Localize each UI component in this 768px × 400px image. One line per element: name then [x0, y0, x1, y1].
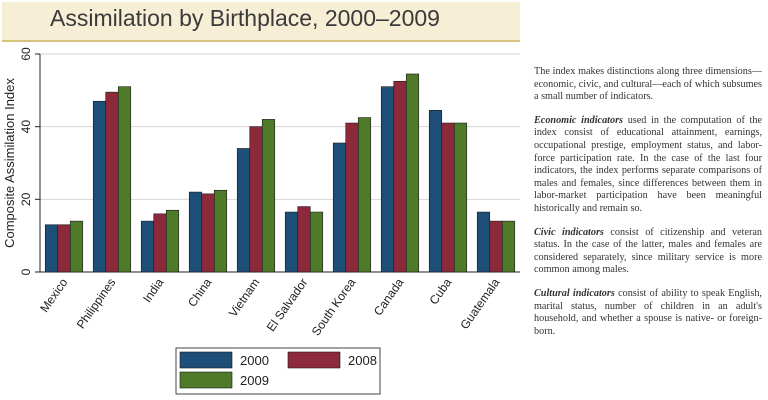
x-tick-label: India: [140, 275, 167, 305]
economic-lead: Economic indicators: [534, 114, 624, 126]
bar: [261, 119, 276, 273]
chart-title: Assimilation by Birthplace, 2000–2009: [50, 5, 440, 31]
bar: [476, 211, 491, 273]
bar: [213, 189, 228, 273]
x-tick-label: El Salvador: [264, 276, 311, 334]
x-tick-label: Cuba: [427, 275, 455, 307]
bar: [393, 80, 407, 273]
bar: [284, 211, 299, 273]
bar: [332, 142, 347, 273]
civic-lead: Civic indicators: [534, 226, 604, 238]
x-tick-label: Guatemala: [457, 275, 502, 331]
y-axis-label: Composite Assimilation Index: [2, 78, 17, 248]
economic-body: used in the computation of the index con…: [534, 114, 762, 214]
x-tick-label: Canada: [371, 275, 407, 318]
bar: [69, 220, 84, 273]
bar: [453, 122, 468, 273]
legend-label: 2009: [240, 373, 269, 388]
cultural-paragraph: Cultural indicators consist of ability t…: [534, 288, 762, 338]
bar: [92, 100, 107, 273]
x-tick-label: Mexico: [37, 275, 70, 314]
cultural-body: consist of ability to speak English, mar…: [534, 287, 762, 337]
bar: [153, 213, 167, 273]
bar: [501, 220, 516, 273]
y-tick-label: 60: [19, 47, 33, 61]
bar: [105, 91, 119, 273]
x-tick-label: Vietnam: [226, 276, 263, 320]
y-tick-label: 40: [19, 120, 33, 134]
cultural-lead: Cultural indicators: [534, 287, 615, 299]
x-tick-label: China: [185, 275, 215, 309]
legend-label: 2000: [240, 353, 269, 368]
y-tick-label: 20: [19, 192, 33, 206]
bar: [380, 86, 395, 273]
bar: [405, 73, 420, 273]
bar: [249, 126, 263, 273]
bar: [441, 122, 455, 273]
civic-paragraph: Civic indicators consist of citizenship …: [534, 227, 762, 277]
legend-label: 2008: [348, 353, 377, 368]
bar: [357, 117, 372, 273]
civic-body: consist of citizenship and veteran statu…: [534, 226, 762, 276]
bar: [140, 220, 155, 273]
bar-chart: 0 20 40 60 Composite Assimilation Index Mexic…: [2, 47, 520, 395]
title-banner: Assimilation by Birthplace, 2000–2009: [2, 2, 520, 42]
bar: [309, 211, 324, 273]
bar: [57, 224, 71, 273]
bar: [201, 193, 215, 273]
bar: [345, 122, 359, 273]
economic-paragraph: Economic indicators used in the computat…: [534, 115, 762, 216]
bar: [188, 191, 203, 273]
side-text: The index makes distinctions along three…: [534, 66, 762, 349]
y-tick-label: 0: [19, 268, 33, 275]
bar: [297, 206, 311, 273]
x-tick-label: Philippines: [74, 276, 119, 332]
legend-swatch: [287, 351, 341, 369]
intro-paragraph: The index makes distinctions along three…: [534, 66, 762, 103]
bar: [44, 224, 59, 273]
bar: [428, 110, 443, 273]
legend-swatch: [179, 371, 233, 389]
bar: [165, 209, 180, 273]
bar: [489, 220, 503, 273]
x-tick-label: South Korea: [309, 275, 359, 338]
legend-swatch: [179, 351, 233, 369]
bar: [236, 148, 251, 273]
bar: [117, 86, 132, 273]
